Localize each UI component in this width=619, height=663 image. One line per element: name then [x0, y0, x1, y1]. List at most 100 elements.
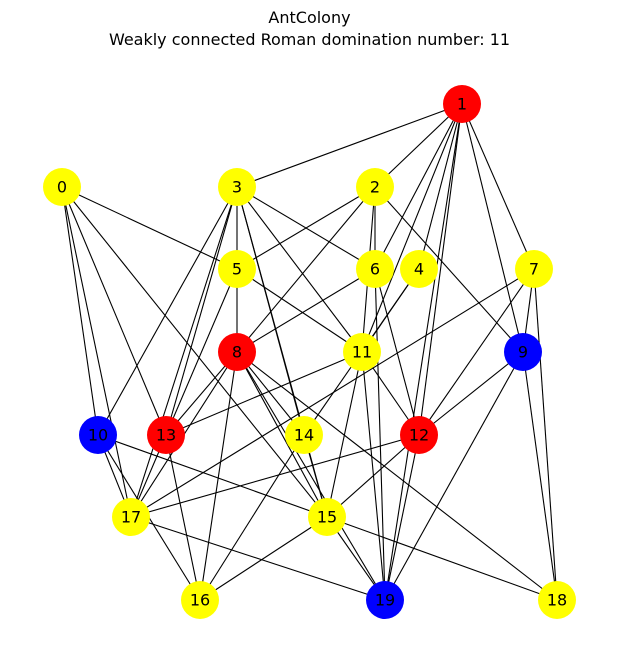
edge-0-10 — [61, 186, 99, 436]
node-circle — [356, 168, 394, 206]
node-circle — [343, 333, 381, 371]
edge-6-8 — [236, 268, 376, 353]
edge-11-13 — [165, 351, 363, 436]
node-label: 16 — [190, 591, 210, 610]
edge-5-11 — [236, 268, 363, 353]
graph-node-7: 7 — [515, 250, 553, 288]
edge-15-18 — [326, 516, 558, 601]
graph-node-5: 5 — [218, 250, 256, 288]
edge-1-2 — [374, 103, 463, 188]
edge-2-8 — [236, 186, 376, 353]
node-label: 19 — [375, 591, 395, 610]
edge-1-9 — [461, 103, 524, 353]
edge-12-15 — [326, 434, 420, 518]
node-label: 5 — [232, 260, 242, 279]
graph-node-12: 12 — [400, 416, 438, 454]
graph-node-14: 14 — [285, 416, 323, 454]
edge-3-17 — [130, 186, 238, 518]
node-label: 8 — [232, 343, 242, 362]
edge-7-12 — [418, 268, 535, 436]
edge-5-13 — [165, 268, 238, 436]
edge-1-3 — [236, 103, 463, 188]
node-circle — [400, 416, 438, 454]
graph-node-4: 4 — [400, 250, 438, 288]
node-circle — [504, 333, 542, 371]
edge-3-13 — [165, 186, 238, 436]
node-label: 3 — [232, 178, 242, 197]
node-label: 12 — [409, 426, 429, 445]
edge-2-9 — [374, 186, 524, 353]
figure-title: AntColony — [268, 8, 351, 27]
graph-node-11: 11 — [343, 333, 381, 371]
edge-11-15 — [326, 351, 363, 518]
edge-8-19 — [236, 351, 386, 601]
graph-node-18: 18 — [538, 581, 576, 619]
node-circle — [443, 85, 481, 123]
node-label: 2 — [370, 178, 380, 197]
node-circle — [218, 250, 256, 288]
node-circle — [515, 250, 553, 288]
edge-8-16 — [199, 351, 238, 601]
node-label: 0 — [57, 178, 67, 197]
graph-node-10: 10 — [79, 416, 117, 454]
edge-17-19 — [130, 516, 386, 601]
graph-node-2: 2 — [356, 168, 394, 206]
node-label: 7 — [529, 260, 539, 279]
edge-9-12 — [418, 351, 524, 436]
edge-8-15 — [236, 351, 328, 518]
node-label: 14 — [294, 426, 314, 445]
graph-node-0: 0 — [43, 168, 81, 206]
node-circle — [218, 168, 256, 206]
node-label: 18 — [547, 591, 567, 610]
graph-node-6: 6 — [356, 250, 394, 288]
graph-node-17: 17 — [112, 498, 150, 536]
edge-12-17 — [130, 434, 420, 518]
edge-14-16 — [199, 434, 305, 601]
edge-6-12 — [374, 268, 420, 436]
node-circle — [400, 250, 438, 288]
node-circle — [79, 416, 117, 454]
edge-8-18 — [236, 351, 558, 601]
node-label: 13 — [156, 426, 176, 445]
edge-7-17 — [130, 268, 535, 518]
edge-1-7 — [461, 103, 535, 270]
edge-7-18 — [533, 268, 558, 601]
node-circle — [43, 168, 81, 206]
graph-node-9: 9 — [504, 333, 542, 371]
node-circle — [112, 498, 150, 536]
graph-node-1: 1 — [443, 85, 481, 123]
node-circle — [538, 581, 576, 619]
edge-0-17 — [61, 186, 132, 518]
node-label: 11 — [352, 343, 372, 362]
edge-0-5 — [61, 186, 238, 270]
node-label: 4 — [414, 260, 424, 279]
node-label: 9 — [518, 343, 528, 362]
edge-0-15 — [61, 186, 328, 518]
edge-6-19 — [374, 268, 386, 601]
edge-1-4 — [418, 103, 463, 270]
node-circle — [147, 416, 185, 454]
graph-node-15: 15 — [308, 498, 346, 536]
edge-1-12 — [418, 103, 463, 436]
node-circle — [285, 416, 323, 454]
graph-node-16: 16 — [181, 581, 219, 619]
node-circle — [218, 333, 256, 371]
graph-node-8: 8 — [218, 333, 256, 371]
node-label: 17 — [121, 508, 141, 527]
edge-3-10 — [97, 186, 238, 436]
edge-9-19 — [384, 351, 524, 601]
edge-0-13 — [61, 186, 167, 436]
node-circle — [356, 250, 394, 288]
node-circle — [366, 581, 404, 619]
edge-10-15 — [97, 434, 328, 518]
node-label: 15 — [317, 508, 337, 527]
node-label: 10 — [88, 426, 108, 445]
graph-node-3: 3 — [218, 168, 256, 206]
edge-12-19 — [384, 434, 420, 601]
node-label: 6 — [370, 260, 380, 279]
edge-1-19 — [384, 103, 463, 601]
edge-13-16 — [165, 434, 201, 601]
edge-15-16 — [199, 516, 328, 601]
